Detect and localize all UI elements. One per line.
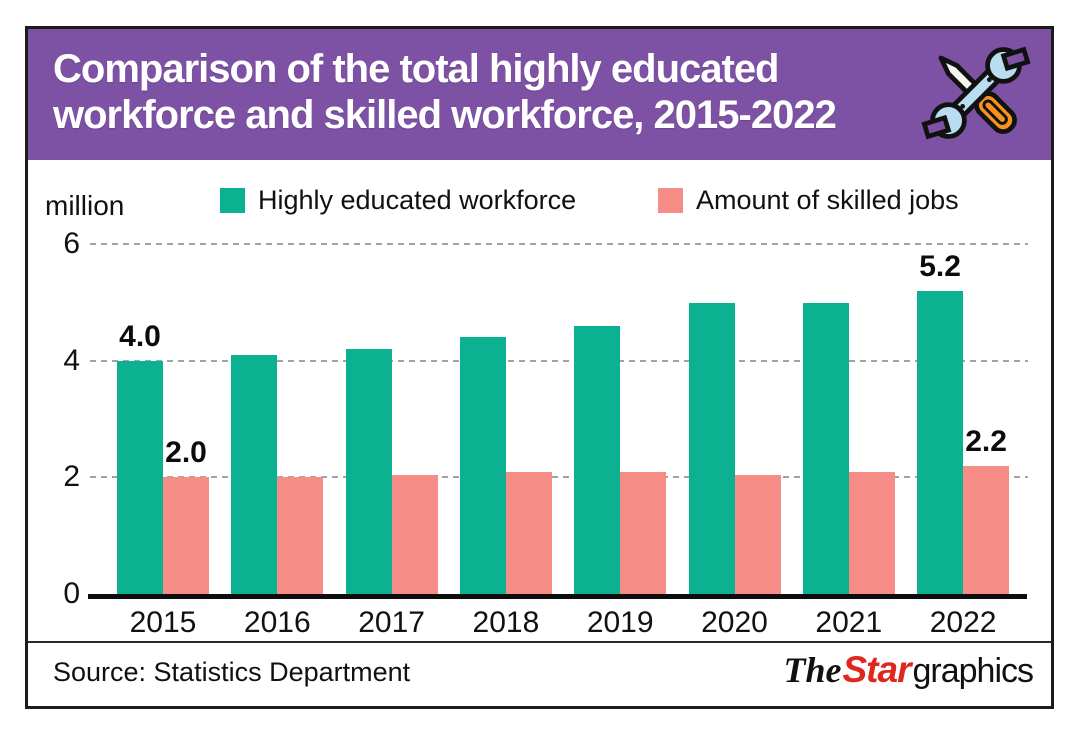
bar-highly-educated-2016 [231, 354, 278, 594]
bar-highly-educated-2022 [917, 290, 964, 594]
y-axis: 0 2 4 6 [28, 227, 80, 610]
legend-swatch-highly-educated [220, 187, 245, 213]
x-axis-label-2020: 2020 [701, 606, 768, 639]
legend-label-skilled-jobs: Amount of skilled jobs [696, 185, 959, 215]
x-axis-label-2019: 2019 [586, 606, 654, 639]
bar-highly-educated-2020 [688, 302, 735, 594]
legend-item-highly-educated: Highly educated workforce [220, 186, 576, 214]
bar-skilled-jobs-2015 [163, 477, 209, 594]
gridline-2 [90, 476, 1028, 479]
value-label-2.2: 2.2 [965, 424, 1007, 458]
x-axis-label-2021: 2021 [815, 606, 883, 639]
logo-the: The [783, 650, 842, 690]
y-tick-label-6: 6 [63, 227, 80, 261]
y-tick-label-4: 4 [63, 343, 80, 377]
bar-skilled-jobs-2021 [848, 471, 895, 594]
logo-star: Star [842, 649, 912, 690]
gridline-4 [90, 359, 1028, 362]
bar-chart-plot: 2015 2016 2017 2018 2019 2020 2021 2022 4.0 2.0 5.… [88, 231, 1030, 639]
bar-skilled-jobs-2022 [963, 465, 1010, 594]
x-axis-label-2016: 2016 [243, 606, 311, 639]
source-label: Source: Statistics Department [53, 657, 411, 687]
legend-item-skilled-jobs: Amount of skilled jobs [658, 186, 959, 214]
infographic-card: Comparison of the total highly educated … [25, 26, 1054, 709]
bar-highly-educated-2021 [802, 302, 849, 594]
the-star-graphics-logo: TheStargraphics [784, 649, 1034, 691]
page-title: Comparison of the total highly educated … [53, 46, 837, 138]
logo-graphics: graphics [912, 652, 1034, 690]
bar-highly-educated-2017 [345, 349, 392, 594]
value-label-2.0: 2.0 [165, 436, 207, 470]
x-axis-label-2015: 2015 [129, 606, 197, 639]
legend-swatch-skilled-jobs [658, 187, 683, 213]
x-axis-label-2018: 2018 [472, 606, 540, 639]
header-banner: Comparison of the total highly educated … [28, 29, 1051, 160]
title-line-1: Comparison of the total highly educated [53, 47, 779, 91]
footer-divider [28, 641, 1051, 643]
bar-skilled-jobs-2018 [505, 471, 552, 594]
x-axis-label-2017: 2017 [358, 606, 425, 639]
value-label-5.2: 5.2 [919, 249, 961, 283]
title-line-2: workforce and skilled workforce, 2015-20… [53, 93, 837, 137]
value-label-4.0: 4.0 [119, 319, 161, 353]
bar-highly-educated-2018 [459, 337, 506, 594]
legend-label-highly-educated: Highly educated workforce [258, 185, 577, 215]
bar-skilled-jobs-2019 [620, 471, 667, 594]
bar-skilled-jobs-2016 [277, 477, 324, 594]
bar-skilled-jobs-2017 [391, 474, 438, 594]
bar-highly-educated-2015 [117, 360, 163, 594]
crossed-wrench-and-screwdriver-icon [921, 46, 1031, 140]
x-axis-baseline [88, 594, 1027, 599]
bar-highly-educated-2019 [574, 325, 621, 594]
bar-skilled-jobs-2020 [734, 474, 781, 594]
gridline-6 [90, 243, 1028, 246]
y-tick-label-2: 2 [63, 460, 80, 494]
y-axis-unit-label: million [45, 190, 125, 221]
x-axis-label-2022: 2022 [929, 606, 997, 639]
y-tick-label-0: 0 [63, 577, 80, 610]
